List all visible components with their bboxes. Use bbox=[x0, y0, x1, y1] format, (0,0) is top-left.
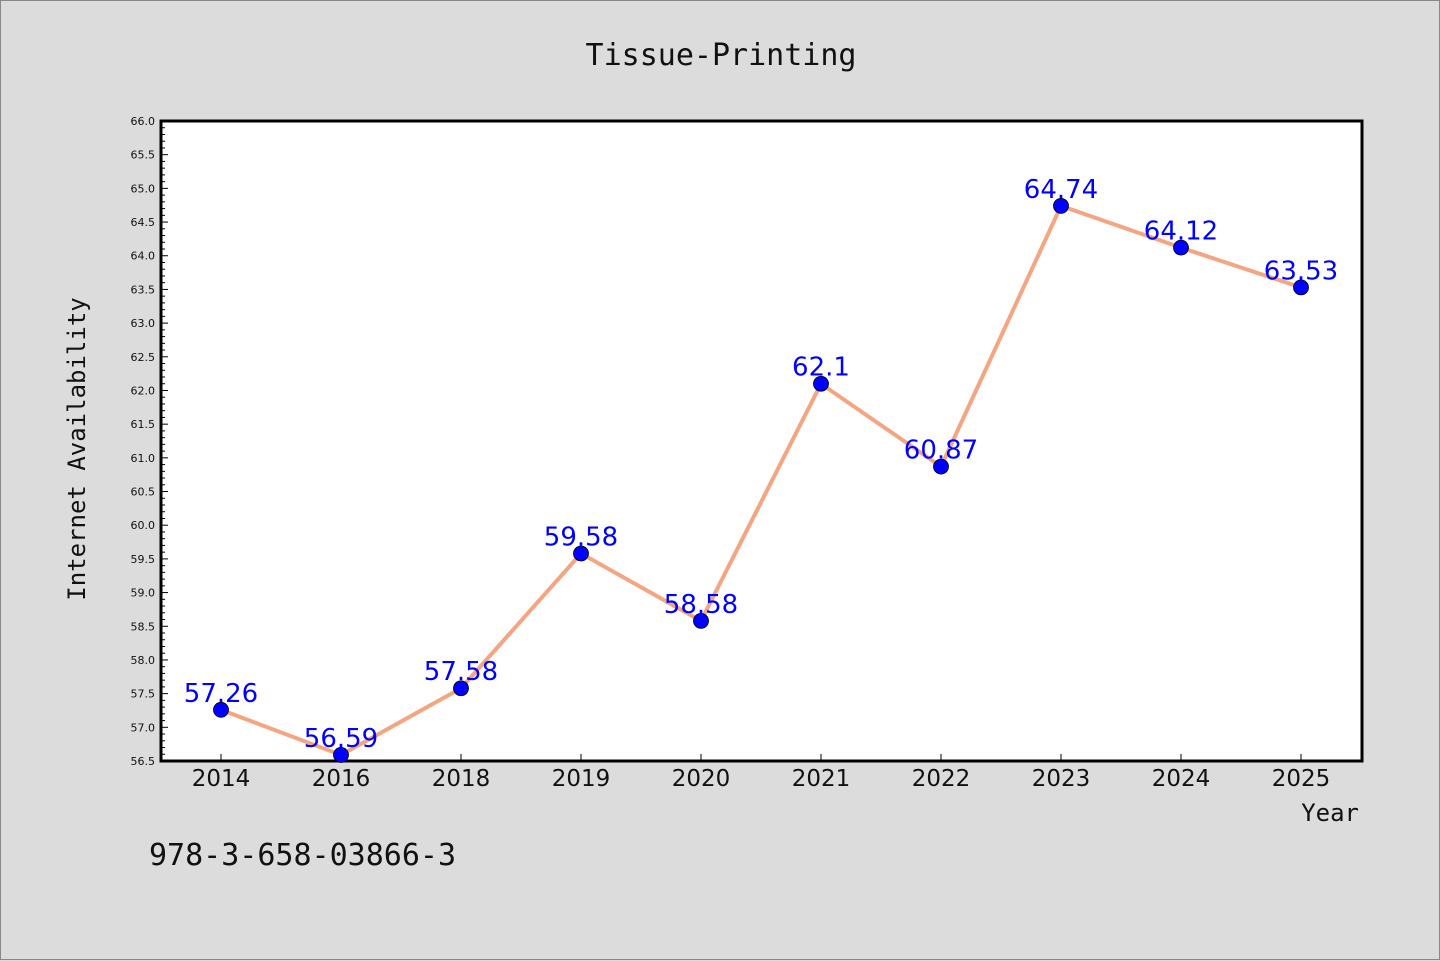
x-tick-label: 2024 bbox=[1152, 766, 1211, 792]
data-point bbox=[693, 612, 709, 629]
y-tick-label: 57.5 bbox=[131, 688, 156, 701]
data-label: 60.87 bbox=[904, 436, 978, 466]
data-label: 62.1 bbox=[792, 353, 850, 383]
data-series: 57.26 56.59 57.58 59.58 58.58 62.1 60.87 64.74 6… bbox=[184, 175, 1338, 763]
data-label: 64.74 bbox=[1024, 175, 1098, 205]
data-point bbox=[213, 701, 229, 718]
y-tick-label: 65.0 bbox=[131, 182, 156, 195]
data-point bbox=[333, 747, 349, 763]
y-tick-label: 57.0 bbox=[131, 721, 156, 734]
y-tick-label: 56.5 bbox=[131, 755, 156, 768]
plot-area bbox=[159, 119, 1364, 763]
x-tick-label: 2016 bbox=[312, 766, 371, 792]
data-point bbox=[573, 545, 589, 562]
x-tick-label: 2020 bbox=[672, 766, 731, 792]
y-tick-label: 58.0 bbox=[131, 654, 156, 667]
data-label: 58.58 bbox=[664, 590, 738, 620]
data-point bbox=[813, 375, 829, 392]
y-tick-label: 58.5 bbox=[131, 620, 156, 633]
data-point bbox=[1293, 279, 1309, 296]
data-point bbox=[1053, 197, 1069, 214]
data-point bbox=[1173, 239, 1189, 256]
y-tick-label: 61.0 bbox=[131, 452, 156, 465]
y-tick-label: 65.5 bbox=[131, 149, 156, 162]
y-axis-title: Internet Availability bbox=[63, 297, 91, 600]
x-tick-label: 2023 bbox=[1032, 766, 1091, 792]
y-tick-label: 60.0 bbox=[131, 519, 156, 532]
y-tick-label: 59.0 bbox=[131, 587, 156, 600]
y-tick-label: 61.5 bbox=[131, 418, 156, 431]
data-point bbox=[933, 458, 949, 475]
x-tick-label: 2014 bbox=[192, 766, 251, 792]
y-axis: 56.5 57.0 57.5 58.0 58.5 59.0 59.5 60.0 60.5 61.0… bbox=[131, 115, 168, 768]
y-tick-label: 64.0 bbox=[131, 250, 156, 263]
data-label: 64.12 bbox=[1144, 217, 1218, 247]
data-label: 63.53 bbox=[1264, 256, 1338, 286]
y-tick-label: 62.0 bbox=[131, 384, 156, 397]
x-tick-label: 2022 bbox=[912, 766, 971, 792]
y-tick-label: 66.0 bbox=[131, 115, 156, 128]
x-tick-label: 2021 bbox=[792, 766, 851, 792]
chart-title: Tissue-Printing bbox=[586, 38, 857, 73]
series-line bbox=[220, 203, 1302, 757]
y-tick-label: 63.0 bbox=[131, 317, 156, 330]
data-label: 56.59 bbox=[304, 724, 378, 754]
footer-code: 978-3-658-03866-3 bbox=[149, 838, 456, 873]
data-label: 57.26 bbox=[184, 679, 258, 709]
y-tick-label: 64.5 bbox=[131, 216, 156, 229]
x-tick-label: 2019 bbox=[552, 766, 611, 792]
data-label: 59.58 bbox=[544, 523, 618, 553]
y-tick-label: 59.5 bbox=[131, 553, 156, 566]
data-point bbox=[453, 680, 469, 697]
y-tick-label: 60.5 bbox=[131, 486, 156, 499]
x-tick-label: 2018 bbox=[432, 766, 491, 792]
x-axis-title: Year bbox=[1301, 799, 1359, 827]
x-tick-label: 2025 bbox=[1272, 766, 1331, 792]
y-tick-label: 62.5 bbox=[131, 351, 156, 364]
data-label: 57.58 bbox=[424, 657, 498, 687]
y-tick-label: 63.5 bbox=[131, 283, 156, 296]
